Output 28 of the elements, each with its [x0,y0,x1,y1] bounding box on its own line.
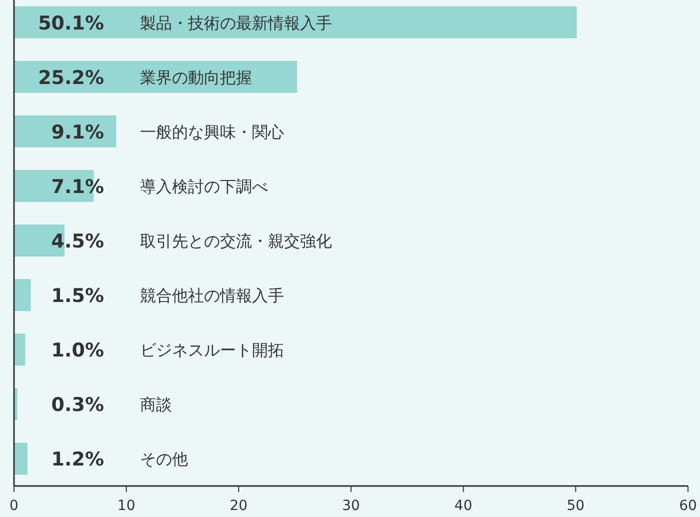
x-tick-label: 20 [230,498,248,514]
data-label: 7.1% [51,176,104,198]
y-tick-label: ビジネスルート開拓 [140,340,284,360]
y-tick-label: 取引先との交流・親交強化 [140,232,332,250]
x-tick-label: 50 [566,498,585,514]
x-tick-label: 30 [342,498,360,514]
y-tick-label: 業界の動向把握 [140,68,252,87]
bar [14,6,577,38]
data-label: 25.2% [38,66,104,89]
data-label: 1.5% [51,285,104,308]
x-tick-label: 60 [679,498,697,514]
data-label: 4.5% [51,230,104,252]
y-tick-label: 一般的な興味・関心 [140,122,284,142]
y-tick-label: 製品・技術の最新情報入手 [140,13,332,32]
y-tick-label: 商談 [140,395,172,414]
bar [14,279,31,312]
data-label: 50.1% [38,12,104,34]
data-label: 1.0% [51,340,104,362]
y-tick-label: その他 [140,450,188,469]
x-tick-label: 10 [117,498,136,514]
data-label: 0.3% [51,394,104,416]
bar [14,442,28,475]
y-tick-label: 導入検討の下調べ [140,176,268,196]
x-tick-label: 0 [10,498,18,514]
x-tick-label: 40 [454,498,472,514]
y-tick-label: 競合他社の情報入手 [140,286,284,306]
data-label: 9.1% [51,121,104,144]
data-label: 1.2% [51,448,104,471]
